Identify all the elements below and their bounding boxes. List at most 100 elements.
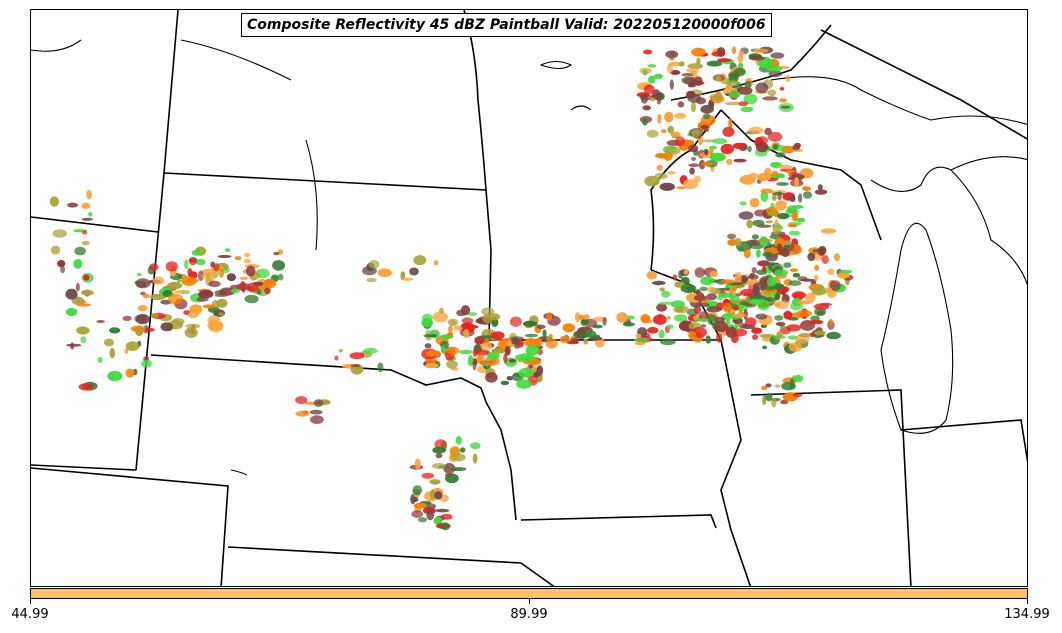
paintball-blob <box>208 280 221 288</box>
paintball-blob <box>616 312 628 323</box>
paintball-blob <box>96 320 105 323</box>
border-mo-ia <box>520 514 717 529</box>
paintball-blob <box>447 332 454 337</box>
paintball-blob <box>705 335 711 344</box>
paintball-blob <box>450 467 467 472</box>
paintball-blob <box>277 273 284 281</box>
paintball-blob <box>709 93 723 100</box>
paintball-blob <box>187 268 193 276</box>
paintball-blob <box>488 313 501 321</box>
paintball-blob <box>413 502 427 509</box>
paintball-blob <box>728 118 733 129</box>
paintball-blob <box>752 334 759 340</box>
paintball-blob <box>504 346 511 356</box>
paintball-blob <box>781 290 786 296</box>
paintball-blob <box>545 338 558 349</box>
paintball-blob <box>511 337 520 345</box>
paintball-blob <box>675 136 685 147</box>
paintball-blob <box>748 172 759 180</box>
paintball-blob <box>702 113 711 120</box>
colorbar-label-mid: 89.99 <box>510 607 548 622</box>
paintball-blob <box>149 263 159 271</box>
paintball-blob <box>244 294 259 304</box>
paintball-blob <box>575 328 587 340</box>
paintball-blob <box>746 219 753 229</box>
paintball-blob <box>789 195 796 202</box>
paintball-blob <box>73 259 83 269</box>
paintball-blob <box>722 126 735 137</box>
paintball-blob <box>789 378 795 390</box>
paintball-blob <box>239 276 249 280</box>
paintball-blob <box>777 212 790 220</box>
paintball-blob <box>562 323 576 333</box>
paintball-blob <box>57 260 66 268</box>
paintball-blob <box>421 317 434 328</box>
paintball-blob <box>210 261 216 268</box>
paintball-blob <box>509 316 522 327</box>
paintball-blob <box>536 365 544 376</box>
map-canvas <box>31 10 1027 586</box>
paintball-blob <box>828 318 834 326</box>
paintball-blob <box>542 329 547 338</box>
paintball-blob <box>199 289 214 299</box>
paintball-blob <box>273 251 280 256</box>
paintball-blob <box>814 330 827 336</box>
paintball-blob <box>783 240 792 245</box>
paintball-blob <box>411 510 424 518</box>
paintball-blob <box>781 248 790 257</box>
paintball-blob <box>837 271 850 279</box>
paintball-blob <box>687 93 702 103</box>
paintball-blob <box>188 257 198 266</box>
paintball-blob <box>771 194 777 201</box>
paintball-blob <box>821 255 829 264</box>
paintball-blob <box>726 312 732 317</box>
paintball-blob <box>807 252 816 262</box>
paintball-blob <box>674 314 688 322</box>
paintball-blob <box>125 368 135 378</box>
paintball-blob <box>751 327 763 334</box>
border-nd-sd <box>163 172 487 191</box>
paintball-blob <box>814 189 828 195</box>
paintball-blob <box>788 342 803 352</box>
paintball-blob <box>709 145 717 150</box>
paintball-blob <box>775 152 786 158</box>
paintball-blob <box>70 342 75 350</box>
paintball-blob <box>716 47 726 57</box>
paintball-blob <box>78 383 94 391</box>
paintball-blob <box>463 328 470 339</box>
paintball-blob <box>670 131 681 138</box>
lakes <box>31 39 1027 476</box>
paintball-blob <box>733 313 747 318</box>
paintball-blob <box>432 446 446 454</box>
paintball-blob <box>81 240 90 246</box>
paintball-blob <box>647 75 656 84</box>
paintball-blob <box>481 307 495 316</box>
paintball-blob <box>196 258 206 266</box>
paintball-blob <box>401 277 414 281</box>
paintball-blob <box>751 234 759 240</box>
paintball-blob <box>739 178 755 184</box>
paintball-blob <box>702 162 713 167</box>
paintball-blob <box>653 314 667 325</box>
paintball-blob <box>744 80 752 89</box>
paintball-blob <box>426 350 441 357</box>
border-wi-mi <box>720 109 882 241</box>
paintball-blob <box>733 67 746 76</box>
paintball-blob <box>779 98 787 103</box>
paintball-blob <box>661 290 671 298</box>
paintball-blob <box>805 292 816 303</box>
paintball-blob <box>81 289 94 296</box>
paintball-blob <box>756 249 761 258</box>
paintball-blob <box>256 289 262 295</box>
paintball-blob <box>435 508 450 513</box>
paintball-blob <box>124 348 129 354</box>
paintball-blob <box>726 158 733 166</box>
paintball-blob <box>103 338 114 347</box>
paintball-blob <box>65 307 78 317</box>
paintball-blob <box>421 472 435 479</box>
paintball-blob <box>506 376 514 381</box>
paintball-blob <box>455 435 462 445</box>
paintball-blob <box>377 268 392 278</box>
paintball-blob <box>826 331 841 340</box>
paintball-blob <box>683 77 696 85</box>
